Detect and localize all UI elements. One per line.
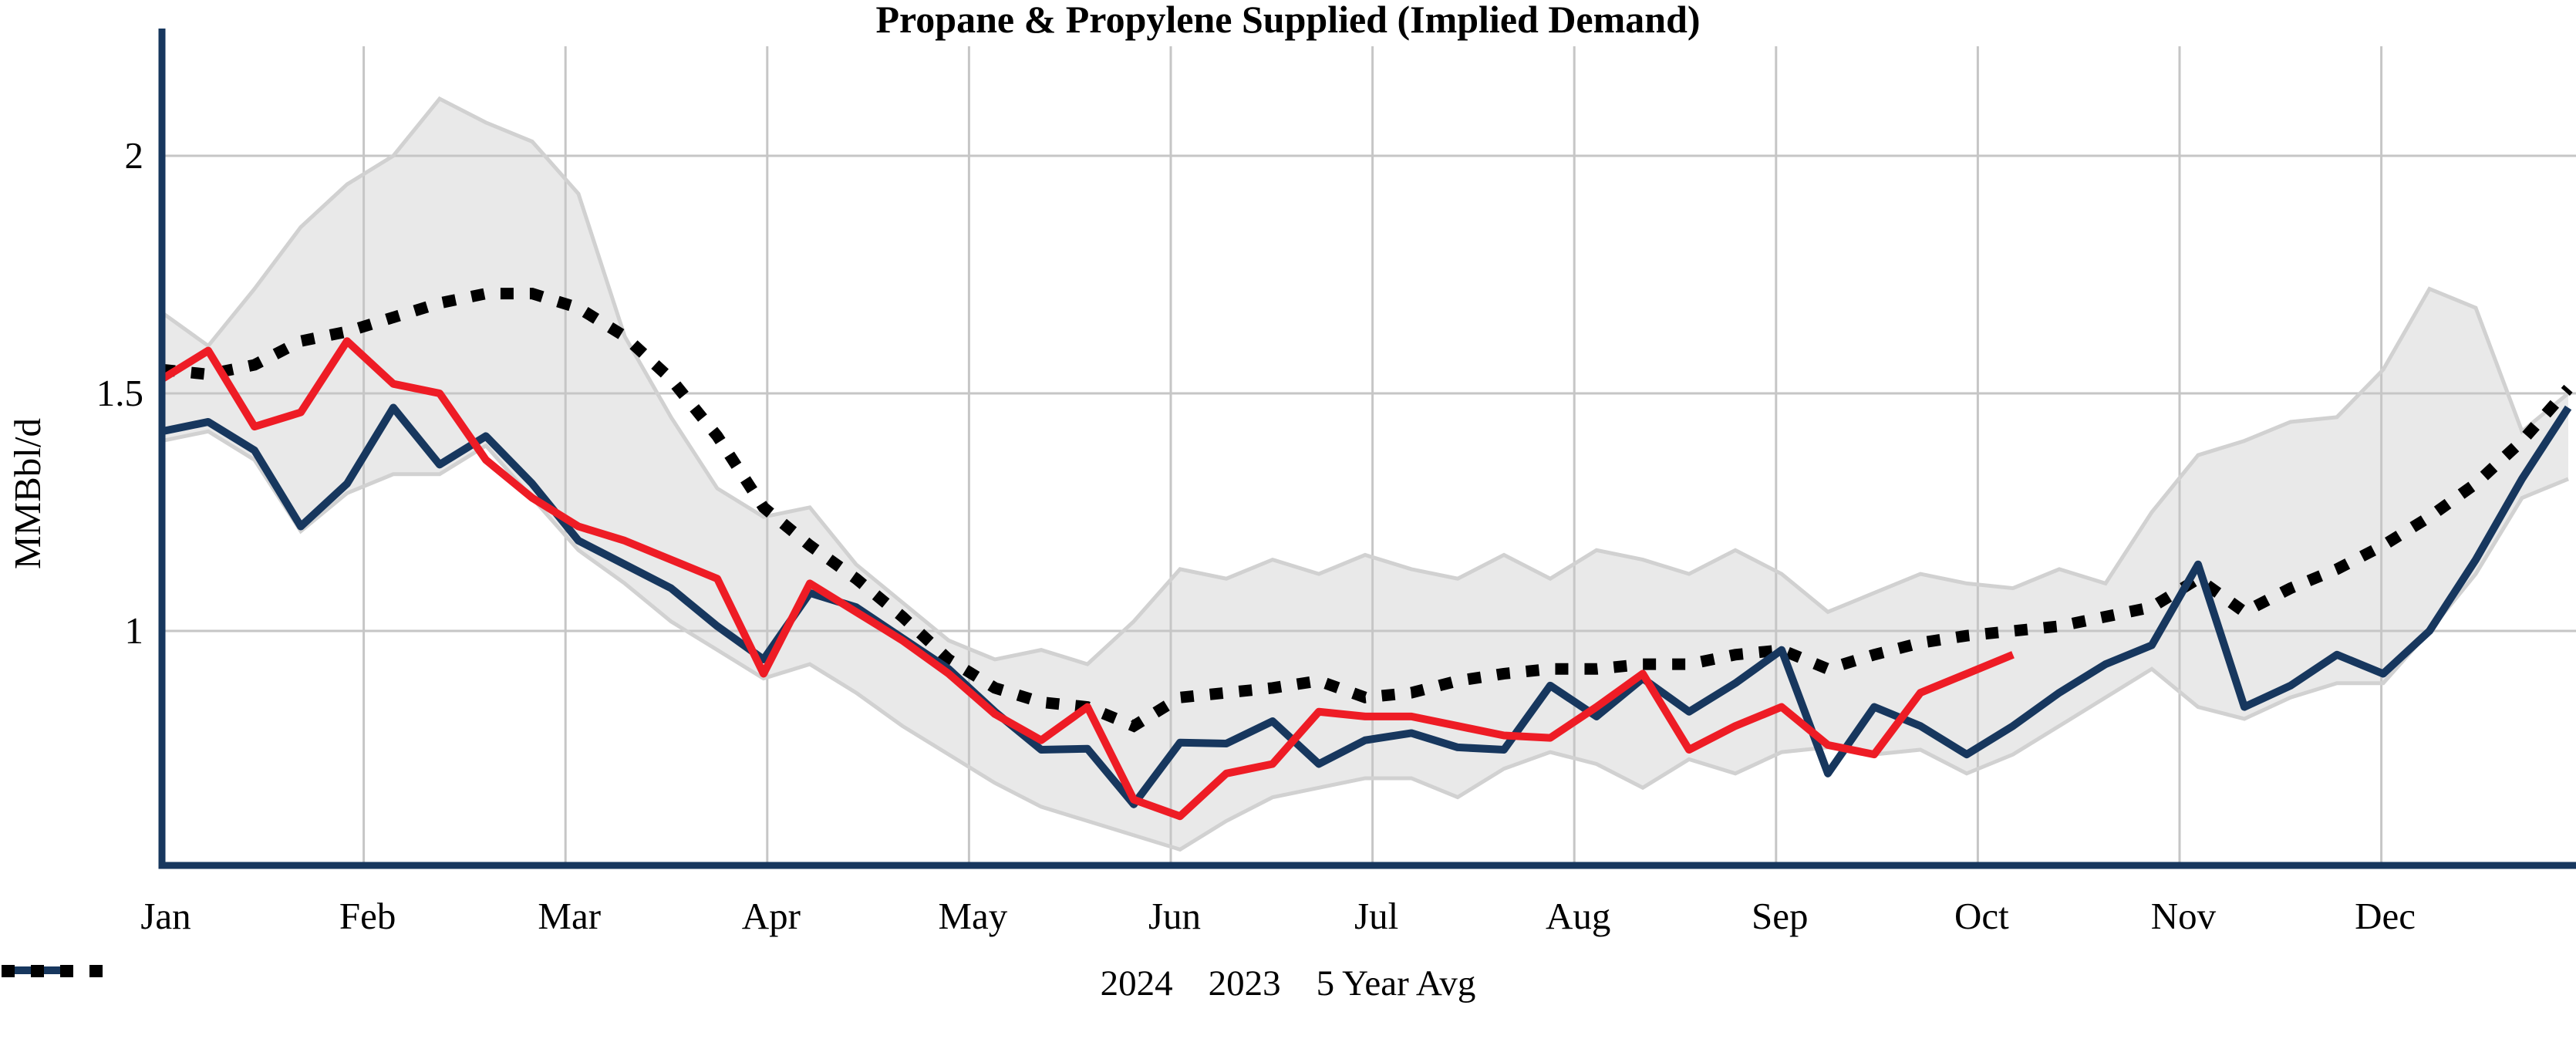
x-tick-labels: Jan Feb Mar Apr May Jun Jul Aug Sep Oct Nov Dec [140, 895, 2416, 937]
legend-label-2023: 2023 [1208, 963, 1281, 1003]
series-2024 [160, 337, 2015, 821]
x-tick-label: Oct [1954, 895, 2009, 937]
y-axis-title: MMBbl/d [6, 418, 49, 569]
y-tick-label: 2 [125, 134, 144, 177]
chart-title: Propane & Propylene Supplied (Implied De… [875, 0, 1701, 41]
range-band-top-edge [160, 96, 2570, 666]
x-tick-label: Nov [2151, 895, 2217, 937]
x-tick-label: Jan [140, 895, 191, 937]
x-tick-label: Jul [1354, 895, 1398, 937]
data-series [160, 288, 2573, 821]
legend-dotted-line-icon [2, 965, 117, 977]
legend: 2024 2023 5 Year Avg [0, 963, 2576, 1004]
x-tick-label: Jun [1148, 895, 1201, 937]
legend-item-5yr-avg: 5 Year Avg [2, 963, 1476, 1004]
x-tick-label: May [938, 895, 1007, 937]
x-tick-label: Feb [339, 895, 396, 937]
legend-label-2024: 2024 [1100, 963, 1173, 1003]
x-tick-label: Aug [1546, 895, 1610, 937]
series-2023 [160, 403, 2572, 808]
x-tick-label: Mar [538, 895, 601, 937]
series-5-year-avg [161, 288, 2573, 733]
range-band-bottom-edge [161, 429, 2569, 852]
range-band-edges [160, 96, 2570, 852]
x-tick-label: Dec [2355, 895, 2416, 937]
y-tick-label: 1.5 [96, 372, 143, 414]
legend-item-2024: 2024 [2, 963, 1173, 1004]
legend-label-5yr-avg: 5 Year Avg [1316, 963, 1476, 1003]
gridlines [162, 46, 2576, 865]
x-tick-label: Apr [742, 895, 801, 937]
legend-item-2023: 2023 [2, 963, 1281, 1004]
y-tick-labels: 21.51 [96, 134, 143, 652]
x-tick-label: Sep [1752, 895, 1809, 937]
y-tick-label: 1 [125, 609, 144, 652]
